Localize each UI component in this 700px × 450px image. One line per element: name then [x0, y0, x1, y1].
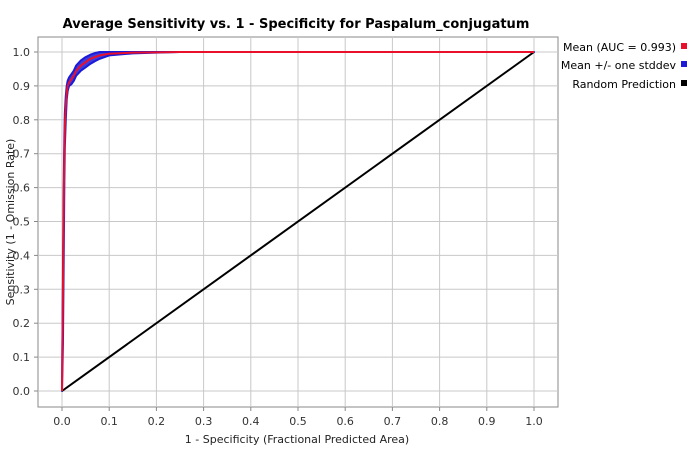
y-tick-label: 0.8 — [13, 114, 31, 127]
y-tick-label: 0.9 — [13, 80, 31, 93]
x-tick-label: 0.8 — [431, 415, 449, 428]
legend-label-stddev: Mean +/- one stddev — [561, 59, 677, 72]
x-tick-label: 0.7 — [384, 415, 402, 428]
y-tick-label: 0.0 — [13, 385, 31, 398]
legend-swatch-stddev — [681, 61, 687, 67]
x-tick-label: 0.0 — [53, 415, 71, 428]
x-tick-label: 0.5 — [289, 415, 307, 428]
y-tick-label: 0.4 — [13, 249, 31, 262]
x-tick-label: 0.4 — [242, 415, 260, 428]
legend: Mean (AUC = 0.993) Mean +/- one stddev R… — [561, 41, 687, 91]
series-lines-layer — [61, 51, 535, 392]
mean-roc-line — [61, 51, 534, 392]
x-axis-label: 1 - Specificity (Fractional Predicted Ar… — [185, 433, 409, 446]
y-tick-label: 0.3 — [13, 283, 31, 296]
y-axis-label: Sensitivity (1 - Omission Rate) — [4, 139, 17, 306]
x-tick-label: 0.1 — [100, 415, 118, 428]
y-tick-label: 0.1 — [13, 351, 31, 364]
x-tick-label: 0.6 — [336, 415, 354, 428]
chart-title: Average Sensitivity vs. 1 - Specificity … — [63, 17, 530, 32]
y-tick-label: 0.2 — [13, 317, 31, 330]
legend-label-random: Random Prediction — [572, 78, 676, 91]
y-tick-label: 0.6 — [13, 182, 31, 195]
x-tick-label: 0.3 — [195, 415, 213, 428]
legend-label-mean: Mean (AUC = 0.993) — [563, 41, 676, 54]
x-tick-label: 0.9 — [478, 415, 496, 428]
x-tick-label: 0.2 — [148, 415, 166, 428]
y-tick-labels: 0.0 0.1 0.2 0.3 0.4 0.5 0.6 0.7 0.8 0.9 1.0 — [13, 46, 38, 398]
legend-swatch-random — [681, 80, 687, 86]
y-tick-label: 0.5 — [13, 216, 31, 229]
x-tick-label: 1.0 — [525, 415, 543, 428]
x-tick-labels: 0.0 0.1 0.2 0.3 0.4 0.5 0.6 0.7 0.8 0.9 1.0 — [53, 407, 543, 428]
y-tick-label: 0.7 — [13, 148, 31, 161]
random-prediction-line — [61, 51, 535, 392]
legend-swatch-mean — [681, 43, 687, 49]
y-tick-label: 1.0 — [13, 46, 31, 59]
